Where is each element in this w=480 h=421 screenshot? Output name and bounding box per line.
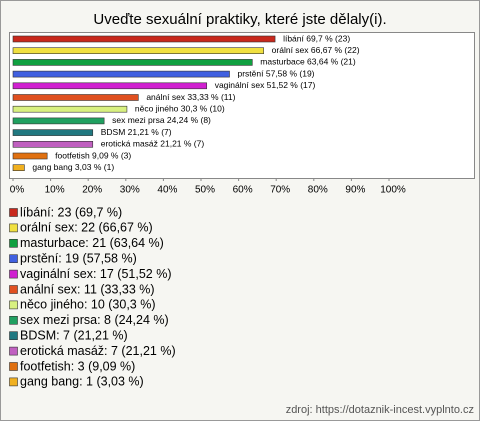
data-label: anální sex 33,33 % (11) xyxy=(146,92,235,102)
legend-swatch xyxy=(9,285,18,294)
chart-title: Uveďte sexuální praktiky, které jste děl… xyxy=(93,11,386,28)
legend-swatch xyxy=(9,239,18,248)
bar xyxy=(12,94,139,101)
legend-swatch xyxy=(9,346,18,356)
plot-area xyxy=(9,32,475,179)
legend-label: sex mezi prsa: 8 (24,24 %) xyxy=(20,313,169,327)
x-tick-label: 30% xyxy=(120,185,140,196)
legend-label: anální sex: 11 (33,33 %) xyxy=(20,282,155,296)
legend-swatch xyxy=(9,254,18,263)
legend-label: prstění: 19 (57,58 %) xyxy=(20,251,137,265)
x-tick-label: 10% xyxy=(45,185,65,196)
x-tick-label: 50% xyxy=(195,185,215,196)
legend-swatch xyxy=(9,377,18,387)
legend-label: líbání: 23 (69,7 %) xyxy=(20,205,122,219)
legend-label: erotická masáž: 7 (21,21 %) xyxy=(20,344,176,358)
data-label: masturbace 63,64 % (21) xyxy=(260,57,356,67)
bar xyxy=(12,59,253,66)
data-label: orální sex 66,67 % (22) xyxy=(272,45,360,55)
legend-label: footfetish: 3 (9,09 %) xyxy=(20,359,135,373)
bar xyxy=(12,70,230,78)
legend-label: vaginální sex: 17 (51,52 %) xyxy=(20,267,171,281)
legend-label: orální sex: 22 (66,67 %) xyxy=(20,221,153,235)
bar xyxy=(12,164,25,171)
data-label: sex mezi prsa 24,24 % (8) xyxy=(112,115,211,125)
legend-swatch xyxy=(9,269,18,279)
bar xyxy=(12,141,94,148)
bar xyxy=(12,152,48,160)
x-tick-label: 20% xyxy=(82,185,102,196)
legend-label: gang bang: 1 (3,03 %) xyxy=(20,375,144,389)
x-tick-label: 100% xyxy=(380,185,406,196)
x-tick-label: 80% xyxy=(308,185,328,196)
data-label: něco jiného 30,3 % (10) xyxy=(135,103,225,113)
data-label: prstění 57,58 % (19) xyxy=(238,68,315,78)
legend-swatch xyxy=(9,223,18,233)
bar xyxy=(12,129,94,136)
data-label: vaginální sex 51,52 % (17) xyxy=(215,80,316,90)
data-label: footfetish 9,09 % (3) xyxy=(55,150,131,160)
bar xyxy=(12,117,105,125)
legend-swatch xyxy=(9,362,18,371)
data-label: líbání 69,7 % (23) xyxy=(283,33,350,43)
x-tick-label: 70% xyxy=(270,185,290,196)
legend-swatch xyxy=(9,315,18,325)
bar xyxy=(12,105,128,113)
legend-swatch xyxy=(9,331,18,341)
x-tick-label: 90% xyxy=(345,185,365,196)
data-label: gang bang 3,03 % (1) xyxy=(32,162,114,172)
data-label: BDSM 21,21 % (7) xyxy=(101,127,172,137)
bar xyxy=(12,47,264,55)
source: zdroj: https://dotaznik-incest.vyplnto.c… xyxy=(286,404,474,416)
bar xyxy=(12,35,276,43)
legend-label: BDSM: 7 (21,21 %) xyxy=(20,328,128,342)
x-tick-label: 60% xyxy=(233,185,253,196)
legend-swatch xyxy=(9,208,18,217)
x-tick-label: 40% xyxy=(157,185,177,196)
legend-swatch xyxy=(9,300,18,310)
bar xyxy=(12,82,208,90)
legend-label: něco jiného: 10 (30,3 %) xyxy=(20,298,156,312)
legend-label: masturbace: 21 (63,64 %) xyxy=(20,236,164,250)
data-label: erotická masáž 21,21 % (7) xyxy=(101,139,205,149)
x-tick-label: 0% xyxy=(10,185,25,196)
